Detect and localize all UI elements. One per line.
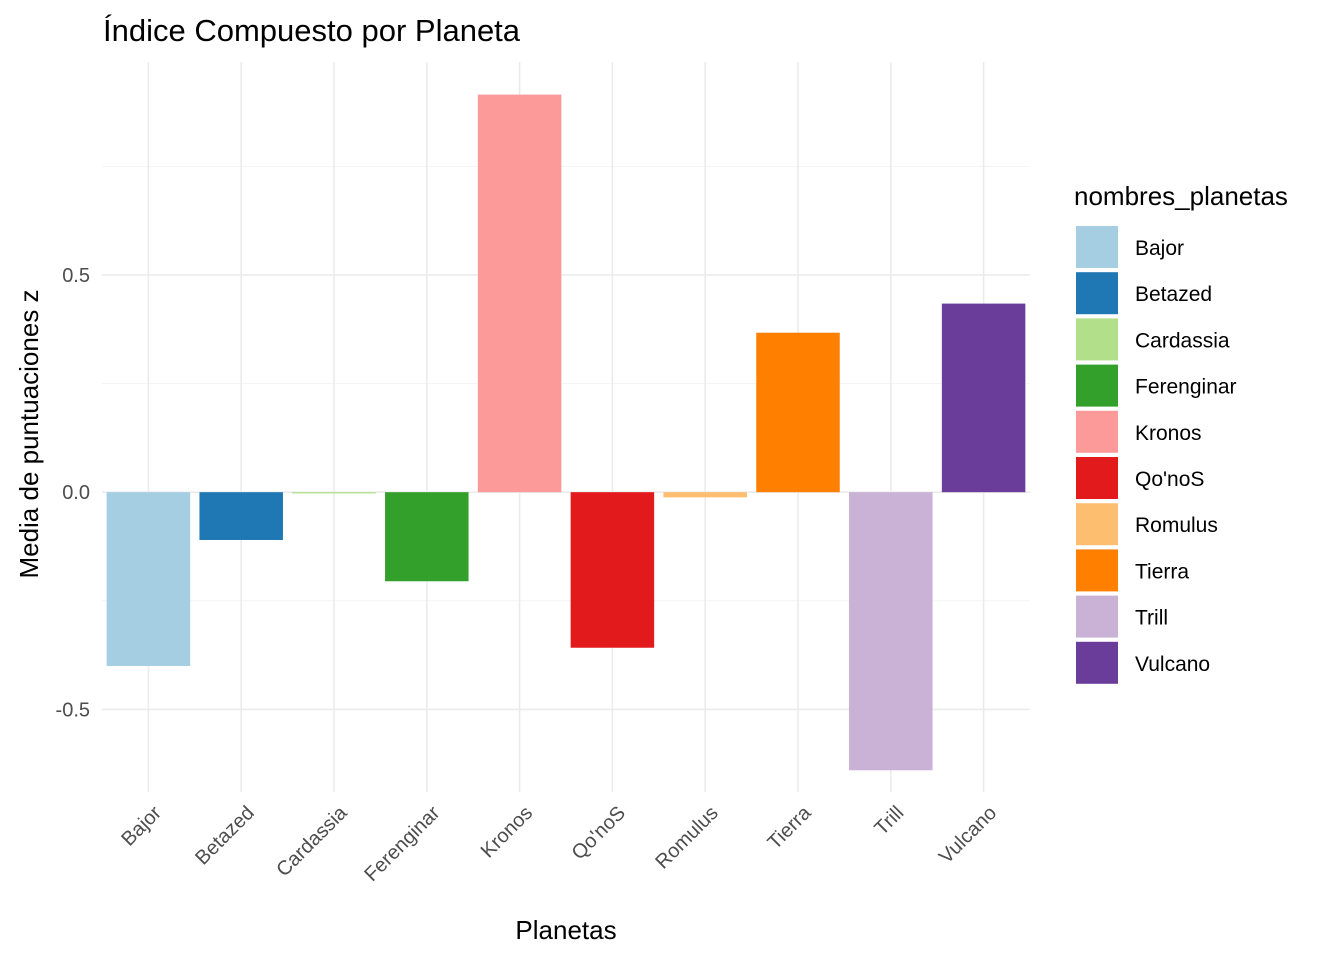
legend-item: Tierra — [1076, 549, 1189, 592]
legend-key — [1076, 595, 1118, 638]
legend-key — [1076, 364, 1118, 407]
bar-kronos — [477, 94, 562, 493]
legend-label: Cardassia — [1135, 329, 1230, 352]
chart-title: Índice Compuesto por Planeta — [103, 13, 521, 48]
x-tick-label: Romulus — [651, 802, 722, 873]
legend-item: Ferenginar — [1076, 364, 1237, 407]
legend-key — [1076, 503, 1118, 546]
y-tick-label: 0.0 — [62, 482, 90, 504]
legend: nombres_planetas Bajor Betazed Cardassia Fe… — [1074, 181, 1288, 684]
legend-item: Vulcano — [1076, 641, 1210, 684]
legend-label: Ferenginar — [1135, 376, 1237, 399]
legend-item: Cardassia — [1076, 318, 1230, 361]
legend-key — [1076, 457, 1118, 499]
x-tick-label: Trill — [871, 802, 909, 840]
x-tick-label: Betazed — [191, 802, 258, 869]
bar-trill — [849, 492, 933, 771]
x-tick-label: Bajor — [117, 802, 166, 851]
y-axis-title: Media de puntuaciones z — [14, 289, 44, 578]
bar-ferenginar — [385, 492, 469, 582]
legend-label: Bajor — [1135, 237, 1184, 260]
legend-label: Romulus — [1135, 514, 1218, 537]
legend-label: Vulcano — [1135, 653, 1210, 676]
bar-series — [106, 94, 1026, 771]
legend-key — [1076, 549, 1118, 592]
x-axis-ticks: Bajor Betazed Cardassia Ferenginar Kronos Qo'… — [117, 801, 1001, 886]
legend-label: Tierra — [1135, 560, 1189, 583]
bar-qo-nos — [570, 492, 655, 648]
legend-key — [1076, 318, 1118, 361]
legend-item: Qo'noS — [1076, 457, 1204, 499]
legend-label: Kronos — [1135, 422, 1202, 445]
legend-item: Bajor — [1076, 226, 1184, 268]
x-tick-label: Qo'noS — [568, 802, 630, 864]
legend-title: nombres_planetas — [1074, 181, 1288, 211]
y-axis-ticks: -0.5 0.0 0.5 — [56, 265, 90, 722]
legend-item: Trill — [1076, 595, 1168, 638]
bar-bajor — [106, 492, 191, 666]
legend-item: Romulus — [1076, 503, 1218, 546]
legend-key — [1076, 226, 1118, 268]
legend-key — [1076, 272, 1118, 315]
bar-betazed — [199, 492, 283, 540]
x-tick-label: Ferenginar — [360, 802, 444, 886]
legend-key — [1076, 641, 1118, 684]
bar-tierra — [756, 332, 840, 493]
x-tick-label: Kronos — [477, 802, 537, 862]
legend-key — [1076, 410, 1118, 453]
legend-items: Bajor Betazed Cardassia Ferenginar Kronos Qo'… — [1076, 226, 1237, 684]
bar-romulus — [663, 492, 747, 498]
x-tick-label: Tierra — [764, 801, 817, 854]
x-tick-label: Cardassia — [272, 801, 352, 881]
legend-item: Betazed — [1076, 272, 1212, 315]
y-tick-label: 0.5 — [62, 265, 90, 287]
bar-vulcano — [941, 303, 1026, 493]
legend-label: Trill — [1135, 607, 1168, 630]
bar-cardassia — [292, 492, 376, 494]
x-axis-title: Planetas — [515, 915, 616, 945]
legend-label: Betazed — [1135, 283, 1212, 306]
legend-item: Kronos — [1076, 410, 1202, 453]
legend-label: Qo'noS — [1135, 468, 1204, 491]
x-tick-label: Vulcano — [935, 802, 1001, 868]
y-tick-label: -0.5 — [56, 699, 90, 721]
